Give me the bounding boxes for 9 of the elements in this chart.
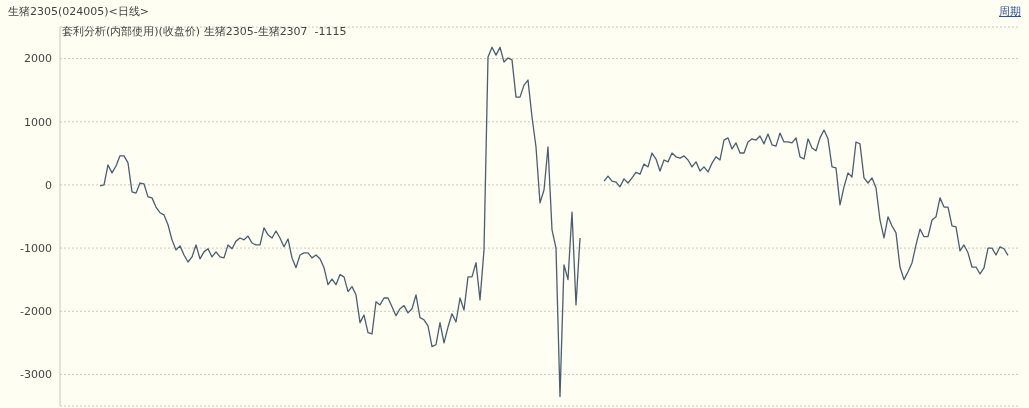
y-tick-label: -1000 [20, 241, 52, 255]
text: 周期 [999, 4, 1021, 19]
y-tick-label: -3000 [20, 368, 52, 382]
chart-subtitle: 套利分析(内部使用)(收盘价) 生猪2305-生猪2307 -1115 [62, 24, 347, 39]
y-tick-label: 0 [45, 178, 52, 192]
y-tick-label: -2000 [20, 305, 52, 319]
y-tick-label: 1000 [24, 115, 52, 129]
chart-title: 生猪2305(024005)<日线> [8, 4, 150, 19]
y-tick-label: 2000 [24, 52, 52, 66]
